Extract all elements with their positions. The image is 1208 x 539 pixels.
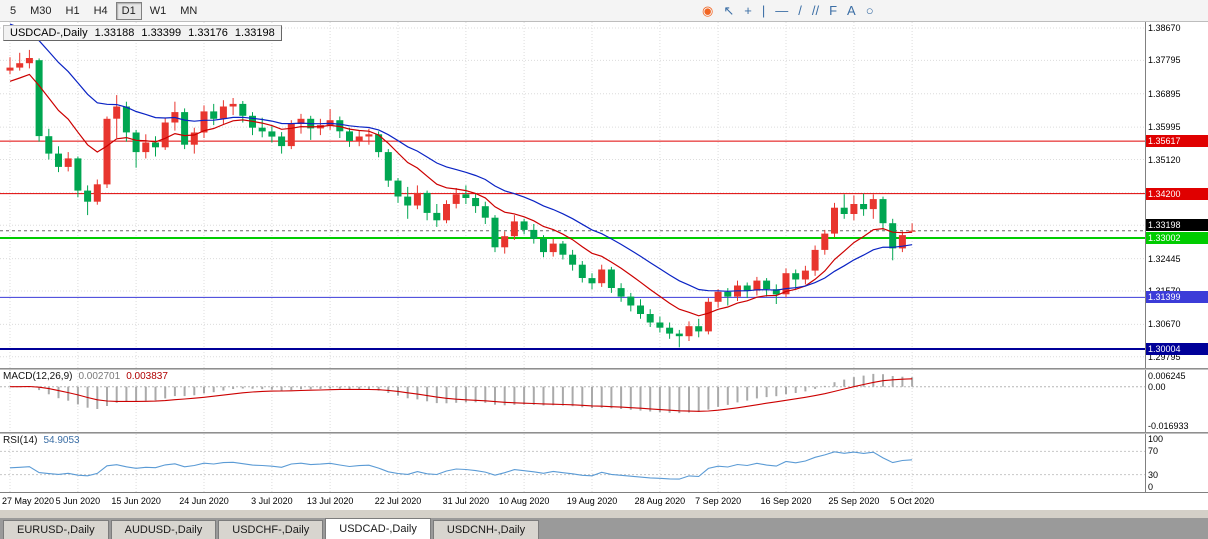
timeframe-toolbar: 5M30H1H4D1W1MN ◉↖+|—///FA○ bbox=[0, 0, 1208, 22]
chart-ohlc-header: USDCAD-,Daily 1.33188 1.33399 1.33176 1.… bbox=[3, 25, 282, 41]
tab-eurusd-daily[interactable]: EURUSD-,Daily bbox=[3, 520, 109, 539]
rsi-value: 54.9053 bbox=[43, 435, 79, 446]
rsi-header: RSI(14) 54.9053 bbox=[3, 435, 80, 446]
date-label: 28 Aug 2020 bbox=[635, 496, 686, 506]
timeframe-H4[interactable]: H4 bbox=[88, 2, 114, 20]
trendline-icon[interactable]: / bbox=[798, 0, 802, 21]
last-price-tag: 1.33198 bbox=[1146, 219, 1208, 231]
rsi-axis-label: 30 bbox=[1148, 470, 1158, 480]
macd-main-value: 0.002701 bbox=[78, 371, 120, 382]
horizontal-line-icon[interactable]: — bbox=[775, 0, 788, 21]
date-label: 15 Jun 2020 bbox=[111, 496, 161, 506]
ohlc-low: 1.33176 bbox=[188, 27, 228, 39]
date-label: 13 Jul 2020 bbox=[307, 496, 354, 506]
ohlc-close: 1.33198 bbox=[235, 27, 275, 39]
hline-price-tag: 1.35617 bbox=[1146, 135, 1208, 147]
timeframe-buttons: 5M30H1H4D1W1MN bbox=[4, 2, 205, 20]
ohlc-open: 1.33188 bbox=[95, 27, 135, 39]
cursor-icon[interactable]: ↖ bbox=[723, 0, 734, 21]
date-label: 10 Aug 2020 bbox=[499, 496, 550, 506]
hline-price-tag: 1.31399 bbox=[1146, 291, 1208, 303]
date-label: 27 May 2020 bbox=[2, 496, 54, 506]
timeframe-H1[interactable]: H1 bbox=[60, 2, 86, 20]
date-label: 24 Jun 2020 bbox=[179, 496, 229, 506]
macd-signal-value: 0.003837 bbox=[126, 371, 168, 382]
text-icon[interactable]: A bbox=[847, 0, 856, 21]
price-axis-label: 1.30670 bbox=[1148, 319, 1181, 329]
chart-tabs-bar: EURUSD-,DailyAUDUSD-,DailyUSDCHF-,DailyU… bbox=[0, 518, 1208, 539]
channel-icon[interactable]: // bbox=[812, 0, 819, 21]
date-label: 19 Aug 2020 bbox=[567, 496, 618, 506]
hline-price-tag: 1.34200 bbox=[1146, 188, 1208, 200]
rsi-axis-label: 0 bbox=[1148, 482, 1153, 492]
macd-header: MACD(12,26,9) 0.002701 0.003837 bbox=[3, 371, 168, 382]
date-label: 22 Jul 2020 bbox=[375, 496, 422, 506]
timeframe-W1[interactable]: W1 bbox=[144, 2, 173, 20]
timeframe-5[interactable]: 5 bbox=[4, 2, 22, 20]
date-label: 7 Sep 2020 bbox=[695, 496, 741, 506]
rsi-panel[interactable]: 100 70 30 0 RSI(14) 54.9053 bbox=[0, 434, 1208, 492]
ohlc-high: 1.33399 bbox=[141, 27, 181, 39]
tab-audusd-daily[interactable]: AUDUSD-,Daily bbox=[111, 520, 217, 539]
timeframe-M30[interactable]: M30 bbox=[24, 2, 57, 20]
date-label: 5 Jun 2020 bbox=[56, 496, 101, 506]
price-axis[interactable]: 1.38670 1.37795 1.36895 1.35995 1.35120 1.342… bbox=[1145, 22, 1208, 368]
time-axis[interactable]: 27 May 20205 Jun 2020 15 Jun 2020 24 Jun 2… bbox=[0, 492, 1208, 510]
timeframe-MN[interactable]: MN bbox=[174, 2, 203, 20]
crosshair-icon[interactable]: + bbox=[744, 0, 752, 21]
rsi-label: RSI(14) bbox=[3, 435, 37, 446]
macd-axis[interactable]: 0.0062450.00 -0.016933 bbox=[1145, 370, 1208, 432]
price-axis-label: 1.32445 bbox=[1148, 254, 1181, 264]
hline-price-tag: 1.33002 bbox=[1146, 232, 1208, 244]
main-chart-panel[interactable]: 1.38670 1.37795 1.36895 1.35995 1.35120 1.342… bbox=[0, 22, 1208, 368]
rsi-axis-label: 70 bbox=[1148, 446, 1158, 456]
macd-axis-min: -0.016933 bbox=[1148, 421, 1189, 431]
price-axis-label: 1.38670 bbox=[1148, 23, 1181, 33]
chart-symbol-label: USDCAD-,Daily bbox=[10, 27, 88, 39]
drawing-toolbar: ◉↖+|—///FA○ bbox=[702, 0, 874, 21]
macd-axis-zero: 0.00 bbox=[1148, 382, 1166, 392]
tab-usdcnh-daily[interactable]: USDCNH-,Daily bbox=[433, 520, 539, 539]
window-strip bbox=[0, 510, 1208, 518]
macd-label: MACD(12,26,9) bbox=[3, 371, 72, 382]
timeframe-D1[interactable]: D1 bbox=[116, 2, 142, 20]
macd-panel[interactable]: 0.0062450.00 -0.016933 MACD(12,26,9) 0.00… bbox=[0, 370, 1208, 432]
hline-price-tag: 1.30004 bbox=[1146, 343, 1208, 355]
macd-plot[interactable] bbox=[0, 370, 1145, 432]
macd-axis-max: 0.006245 bbox=[1148, 371, 1186, 381]
date-label: 31 Jul 2020 bbox=[443, 496, 490, 506]
candlestick-chart[interactable] bbox=[0, 22, 1145, 368]
price-axis-label: 1.36895 bbox=[1148, 89, 1181, 99]
vertical-line-icon[interactable]: | bbox=[762, 0, 765, 21]
tab-usdcad-daily[interactable]: USDCAD-,Daily bbox=[325, 518, 431, 539]
rsi-axis[interactable]: 100 70 30 0 bbox=[1145, 434, 1208, 492]
rsi-plot[interactable] bbox=[0, 434, 1145, 492]
rsi-axis-label: 100 bbox=[1148, 434, 1163, 444]
price-axis-label: 1.37795 bbox=[1148, 55, 1181, 65]
date-label: 25 Sep 2020 bbox=[828, 496, 879, 506]
date-label: 16 Sep 2020 bbox=[760, 496, 811, 506]
fibonacci-icon[interactable]: F bbox=[829, 0, 837, 21]
shapes-icon[interactable]: ○ bbox=[866, 0, 874, 21]
price-axis-label: 1.35120 bbox=[1148, 155, 1181, 165]
date-label: 3 Jul 2020 bbox=[251, 496, 293, 506]
app-logo-icon[interactable]: ◉ bbox=[702, 0, 713, 21]
price-axis-label: 1.35995 bbox=[1148, 122, 1181, 132]
tab-usdchf-daily[interactable]: USDCHF-,Daily bbox=[218, 520, 323, 539]
date-label: 5 Oct 2020 bbox=[890, 496, 934, 506]
